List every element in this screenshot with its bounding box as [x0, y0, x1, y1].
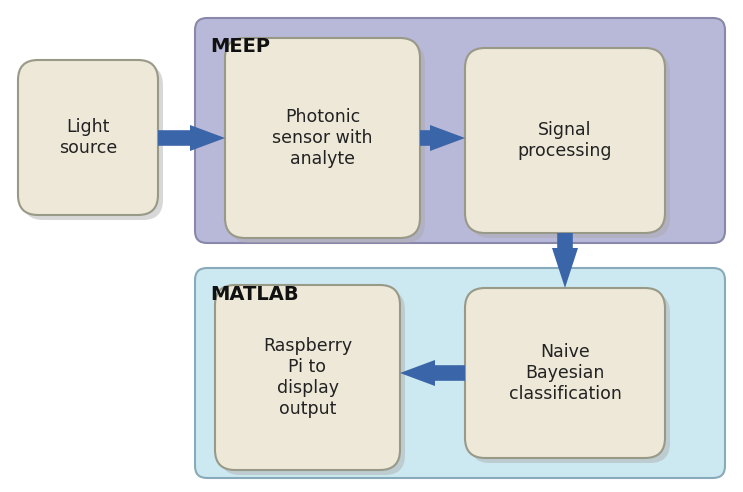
Text: MATLAB: MATLAB [210, 285, 299, 304]
FancyBboxPatch shape [230, 43, 425, 243]
FancyBboxPatch shape [225, 38, 420, 238]
Text: Signal
processing: Signal processing [518, 121, 612, 160]
Text: Naive
Bayesian
classification: Naive Bayesian classification [508, 343, 621, 403]
FancyBboxPatch shape [470, 293, 670, 463]
FancyBboxPatch shape [465, 288, 665, 458]
FancyBboxPatch shape [195, 268, 725, 478]
Text: Raspberry
Pi to
display
output: Raspberry Pi to display output [263, 338, 352, 418]
FancyBboxPatch shape [470, 53, 670, 238]
Text: MEEP: MEEP [210, 37, 270, 56]
FancyBboxPatch shape [465, 48, 665, 233]
Text: Light
source: Light source [59, 118, 117, 157]
FancyBboxPatch shape [23, 65, 163, 220]
FancyBboxPatch shape [195, 18, 725, 243]
Polygon shape [158, 125, 225, 151]
Text: Photonic
sensor with
analyte: Photonic sensor with analyte [272, 108, 373, 168]
Polygon shape [552, 233, 578, 288]
FancyBboxPatch shape [220, 290, 405, 475]
FancyBboxPatch shape [18, 60, 158, 215]
Polygon shape [400, 360, 465, 386]
Polygon shape [420, 125, 465, 151]
FancyBboxPatch shape [215, 285, 400, 470]
